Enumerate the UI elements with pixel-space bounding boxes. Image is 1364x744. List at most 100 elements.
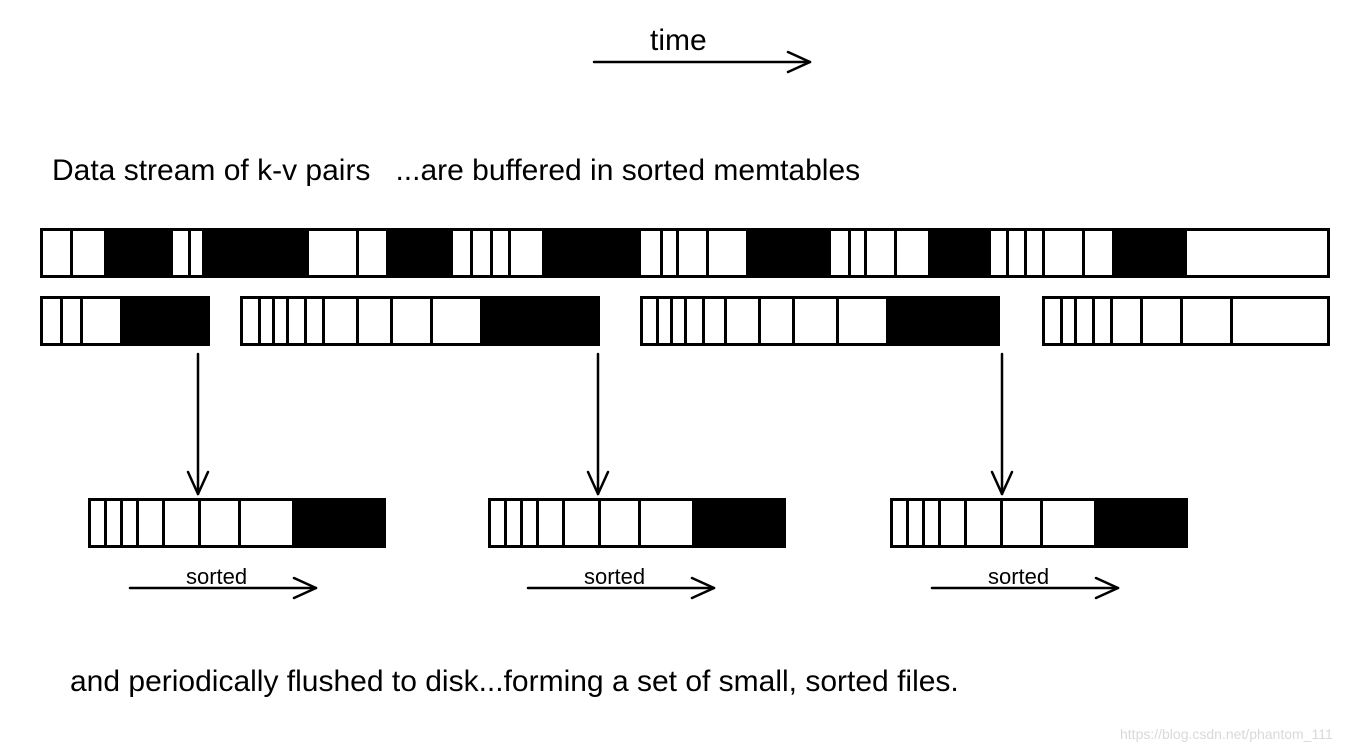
memtable-3-seg-4	[705, 299, 727, 343]
stream-bar-seg-30	[1187, 231, 1227, 275]
stream-bar-seg-23	[931, 231, 991, 275]
memtable-2-seg-8	[433, 299, 483, 343]
memtable-2	[240, 296, 600, 346]
memtable-2-seg-6	[359, 299, 393, 343]
stream-bar-seg-12	[511, 231, 545, 275]
memtable-3-seg-3	[687, 299, 705, 343]
stream-bar-seg-0	[43, 231, 73, 275]
memtable-3-seg-2	[673, 299, 687, 343]
sorted-file-1-seg-7	[295, 501, 383, 545]
memtable-4-seg-3	[1095, 299, 1113, 343]
stream-bar-seg-29	[1115, 231, 1187, 275]
stream-bar-seg-3	[173, 231, 191, 275]
memtable-3-seg-0	[643, 299, 659, 343]
sorted-file-2-seg-4	[565, 501, 601, 545]
memtable-4-seg-4	[1113, 299, 1143, 343]
memtable-3-seg-7	[795, 299, 839, 343]
sorted-file-3-seg-7	[1097, 501, 1185, 545]
sorted-file-3-seg-6	[1043, 501, 1097, 545]
memtable-2-seg-0	[243, 299, 261, 343]
memtable-1-seg-0	[43, 299, 63, 343]
description-line-1: Data stream of k-v pairs ...are buffered…	[52, 154, 860, 188]
sorted-arrow-1	[106, 564, 340, 612]
stream-bar-seg-18	[749, 231, 831, 275]
memtable-2-seg-4	[307, 299, 325, 343]
sorted-file-2-seg-7	[695, 501, 783, 545]
stream-bar-seg-5	[205, 231, 309, 275]
description-line-2: and periodically flushed to disk...formi…	[70, 665, 959, 699]
sorted-file-3-seg-3	[941, 501, 967, 545]
stream-bar-seg-11	[493, 231, 511, 275]
sorted-file-2-seg-0	[491, 501, 507, 545]
sorted-file-3-seg-2	[925, 501, 941, 545]
sorted-file-2-seg-1	[507, 501, 523, 545]
flush-arrow-3	[978, 330, 1026, 518]
stream-bar-seg-17	[709, 231, 749, 275]
memtable-4-seg-7	[1233, 299, 1327, 343]
stream-bar-seg-20	[851, 231, 867, 275]
sorted-file-1-seg-3	[139, 501, 165, 545]
sorted-file-2-seg-5	[601, 501, 641, 545]
memtable-4-seg-0	[1045, 299, 1063, 343]
sorted-file-1-seg-4	[165, 501, 201, 545]
memtable-2-seg-1	[261, 299, 275, 343]
memtable-3	[640, 296, 1000, 346]
sorted-arrow-3	[908, 564, 1142, 612]
memtable-2-seg-2	[275, 299, 289, 343]
sorted-file-2-seg-6	[641, 501, 695, 545]
sorted-file-3-seg-1	[909, 501, 925, 545]
stream-bar-seg-27	[1045, 231, 1085, 275]
memtable-2-seg-5	[325, 299, 359, 343]
stream-bar-seg-8	[389, 231, 453, 275]
line1-gap	[370, 154, 395, 187]
memtable-2-seg-7	[393, 299, 433, 343]
stream-bar-seg-21	[867, 231, 897, 275]
sorted-file-3-seg-5	[1003, 501, 1043, 545]
memtable-3-seg-5	[727, 299, 761, 343]
stream-bar-seg-13	[545, 231, 641, 275]
stream-bar-seg-19	[831, 231, 851, 275]
stream-bar-seg-4	[191, 231, 205, 275]
stream-bar-seg-2	[107, 231, 173, 275]
stream-bar-seg-16	[679, 231, 709, 275]
sorted-file-2-seg-3	[539, 501, 565, 545]
sorted-file-1-seg-5	[201, 501, 241, 545]
stream-bar-seg-25	[1009, 231, 1027, 275]
diagram-stage: timeData stream of k-v pairs ...are buff…	[0, 0, 1364, 744]
stream-bar	[40, 228, 1330, 278]
stream-bar-seg-10	[473, 231, 493, 275]
stream-bar-seg-1	[73, 231, 107, 275]
line1-right: ...are buffered in sorted memtables	[395, 154, 860, 187]
memtable-3-seg-8	[839, 299, 889, 343]
watermark: https://blog.csdn.net/phantom_111	[1120, 726, 1333, 742]
stream-bar-seg-15	[663, 231, 679, 275]
sorted-file-3-seg-4	[967, 501, 1003, 545]
memtable-4-seg-2	[1077, 299, 1095, 343]
stream-bar-seg-28	[1085, 231, 1115, 275]
sorted-file-1-seg-6	[241, 501, 295, 545]
sorted-file-2-seg-2	[523, 501, 539, 545]
stream-bar-seg-22	[897, 231, 931, 275]
memtable-4-seg-6	[1183, 299, 1233, 343]
sorted-file-3-seg-0	[893, 501, 909, 545]
sorted-file-1-seg-1	[107, 501, 123, 545]
stream-bar-seg-7	[359, 231, 389, 275]
sorted-file-1-seg-2	[123, 501, 139, 545]
memtable-4	[1042, 296, 1330, 346]
sorted-file-3	[890, 498, 1188, 548]
memtable-4-seg-5	[1143, 299, 1183, 343]
sorted-file-1	[88, 498, 386, 548]
sorted-arrow-2	[504, 564, 738, 612]
memtable-1-seg-1	[63, 299, 83, 343]
memtable-3-seg-1	[659, 299, 673, 343]
stream-bar-seg-6	[309, 231, 359, 275]
flush-arrow-2	[574, 330, 622, 518]
stream-bar-seg-24	[991, 231, 1009, 275]
time-arrow	[570, 38, 834, 86]
memtable-2-seg-3	[289, 299, 307, 343]
memtable-3-seg-6	[761, 299, 795, 343]
flush-arrow-1	[174, 330, 222, 518]
stream-bar-seg-14	[641, 231, 663, 275]
memtable-4-seg-1	[1063, 299, 1077, 343]
line1-left: Data stream of k-v pairs	[52, 154, 370, 187]
